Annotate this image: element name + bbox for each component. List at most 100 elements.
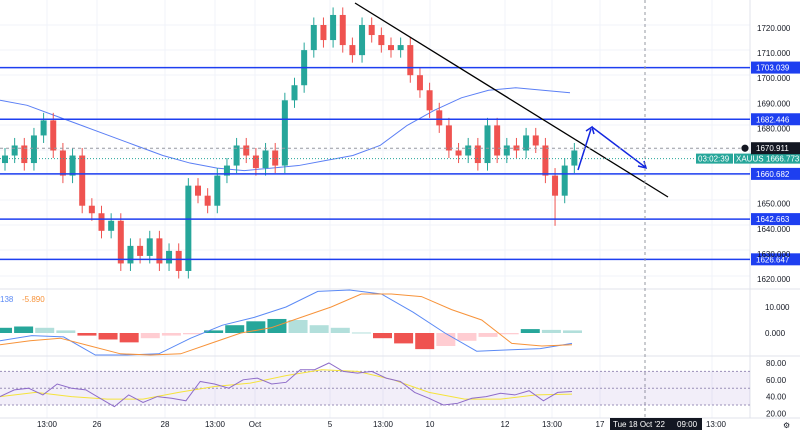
candle-body <box>272 150 279 166</box>
time-tick: 26 <box>93 420 102 429</box>
price-tick: 1720.000 <box>757 24 791 33</box>
macd-histogram-bar <box>563 330 582 333</box>
macd-histogram-bar <box>119 333 139 343</box>
candle-body <box>98 213 105 231</box>
candle-body <box>349 45 356 56</box>
time-tick: 13:00 <box>205 420 226 429</box>
level-label-bg <box>751 253 800 266</box>
candle-body <box>59 150 66 176</box>
macd-histogram-bar <box>499 333 519 335</box>
time-tick: 13:00 <box>37 420 58 429</box>
settings-gear-icon[interactable]: ⚙ <box>783 421 790 430</box>
macd-histogram-bar <box>478 333 498 337</box>
support-resistance-levels[interactable]: 1703.039 1682.446 1660.682 1642.663 1626.647 <box>0 61 800 266</box>
candle-body <box>195 185 201 196</box>
candle-body <box>127 245 134 264</box>
macd-histogram-bar <box>183 333 202 335</box>
candle-body <box>21 145 28 164</box>
candle-body <box>359 25 366 56</box>
crosshair-time: 09:00 <box>677 420 698 429</box>
crosshair-time-bg <box>610 418 702 430</box>
macd-histogram-bar <box>204 330 224 333</box>
time-tick: 13:00 <box>373 420 394 429</box>
candle-body <box>50 120 57 151</box>
level-label: 1682.446 <box>756 115 790 124</box>
candle-body <box>494 125 501 156</box>
candle-body <box>185 185 192 271</box>
candle-body <box>339 14 346 46</box>
candle-body <box>166 250 173 264</box>
crosshair-price-bg <box>751 142 800 155</box>
add-alert-icon[interactable] <box>740 143 750 153</box>
candle-body <box>40 120 47 136</box>
time-tick: 13:00 <box>706 420 727 429</box>
rsi-line <box>0 362 573 408</box>
candle-body <box>88 205 95 214</box>
candle-body <box>223 165 230 176</box>
countdown-label: 03:02:39 <box>698 155 730 164</box>
candle-body <box>503 145 510 156</box>
level-label: 1703.039 <box>756 64 790 73</box>
candle-body <box>30 135 37 164</box>
macd-histogram-bar <box>309 325 329 333</box>
arrow-down[interactable] <box>591 126 646 168</box>
level-label-bg <box>751 213 800 226</box>
candle-body <box>455 150 462 156</box>
macd-histogram-bar <box>0 327 12 333</box>
candle-body <box>320 25 327 41</box>
price-tick: 1710.000 <box>757 49 791 58</box>
macd-histogram-bar <box>351 332 371 334</box>
candle-body <box>69 155 76 176</box>
time-tick: Oct <box>249 420 262 429</box>
macd-histogram-bar <box>520 329 540 333</box>
signal-line <box>0 293 573 356</box>
candle-body <box>146 238 153 256</box>
trend-line[interactable] <box>354 2 669 198</box>
last-price-tag-bg <box>764 153 800 164</box>
macd-histogram-bar <box>77 333 97 336</box>
candle-body <box>465 145 472 156</box>
level-label-bg <box>751 113 800 126</box>
time-tick: 5 <box>328 420 333 429</box>
axes: 1720.0001710.0001700.0001690.0001680.000… <box>0 24 800 430</box>
price-tick: 1650.000 <box>757 200 791 209</box>
macd-histogram-bar <box>225 325 245 333</box>
time-tick: 28 <box>161 420 170 429</box>
macd-histogram-bar <box>288 320 308 333</box>
candle-body <box>262 150 269 169</box>
candles <box>2 7 578 279</box>
candle-body <box>378 35 385 46</box>
candle-body <box>2 155 8 164</box>
candle-body <box>484 125 491 164</box>
macd-value: 138 <box>0 295 14 304</box>
crosshair-price-label: 1670.911 <box>756 144 789 153</box>
time-tick: 10 <box>426 420 435 429</box>
candle-body <box>445 125 452 151</box>
candle-body <box>233 145 240 166</box>
symbol-tag: XAUUSD <box>736 155 770 164</box>
price-tick: 1640.000 <box>757 225 791 234</box>
level-label-bg <box>751 167 800 180</box>
arrow-up[interactable] <box>577 128 592 171</box>
candle-body <box>175 250 182 271</box>
macd-histogram-bar <box>98 333 118 340</box>
candle-body <box>426 90 433 111</box>
macd-histogram-bar <box>56 330 76 333</box>
candle-body <box>407 45 414 76</box>
candle-body <box>571 150 578 166</box>
candle-body <box>281 100 288 166</box>
candle-body <box>252 155 259 169</box>
crosshair-date: Tue 18 Oct '22 <box>613 420 665 429</box>
candle-body <box>204 195 211 206</box>
price-tick: 1690.000 <box>757 99 791 108</box>
time-tick: 13:00 <box>542 420 563 429</box>
candle-body <box>291 85 298 101</box>
macd-histogram-bar <box>14 326 34 333</box>
candle-body <box>368 25 375 36</box>
candle-body <box>11 145 18 156</box>
candle-body <box>214 175 221 206</box>
candle-body <box>156 238 163 264</box>
candle-body <box>542 145 549 176</box>
